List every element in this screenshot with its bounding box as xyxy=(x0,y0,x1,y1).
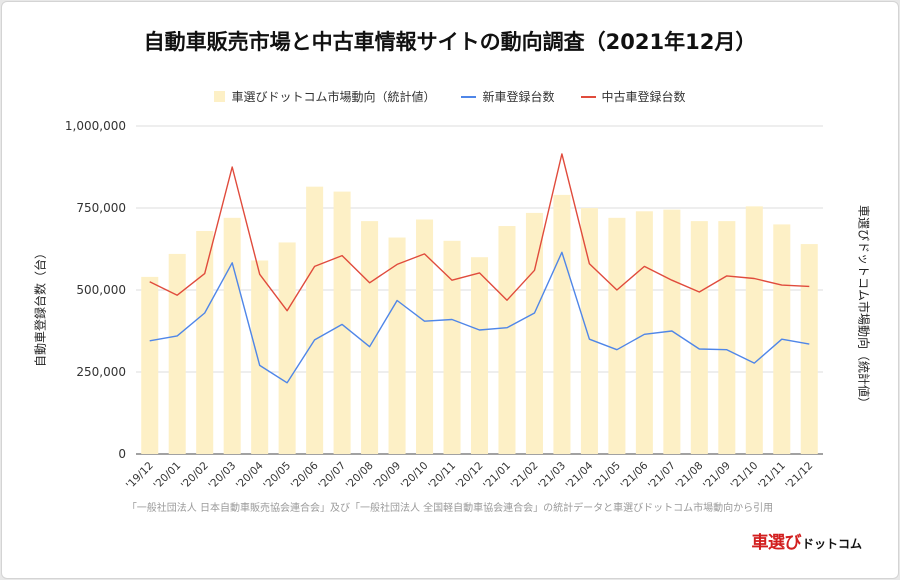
x-tick-label: '20/07 xyxy=(316,460,348,492)
legend-swatch-used-car xyxy=(580,95,596,98)
bar-market xyxy=(388,237,406,454)
chart-title: 自動車販売市場と中古車情報サイトの動向調査（2021年12月） xyxy=(143,30,757,54)
x-tick-label: '20/03 xyxy=(206,460,238,492)
bar-market xyxy=(663,209,681,454)
x-tick-label: '21/02 xyxy=(509,460,541,492)
source-footnote: 「一般社団法人 日本自動車販売協会連合会」及び「一般社団法人 全国軽自動車協会連… xyxy=(126,503,774,514)
y-tick-label: 1,000,000 xyxy=(65,119,126,133)
bar-market xyxy=(608,217,626,454)
bar-market xyxy=(223,217,241,454)
x-tick-label: '20/11 xyxy=(426,460,458,492)
x-tick-label: '21/11 xyxy=(756,460,788,492)
legend-label-new-car: 新車登録台数 xyxy=(482,90,555,104)
bar-market xyxy=(416,219,434,454)
x-tick-label: '20/06 xyxy=(289,459,321,491)
bar-market xyxy=(306,186,324,454)
brand-logo: 車選び ドットコム xyxy=(751,528,862,553)
x-tick-label: '21/10 xyxy=(728,460,760,492)
x-tick-label: '20/08 xyxy=(344,460,376,492)
bar-market xyxy=(580,208,598,454)
x-tick-label: '21/09 xyxy=(701,460,733,492)
y-axis-label: 自動車登録台数（台） xyxy=(33,246,48,368)
x-tick-label: '21/03 xyxy=(536,460,568,492)
bar-market xyxy=(443,240,461,454)
bar-market xyxy=(196,230,214,454)
x-tick-label: '20/05 xyxy=(261,460,293,492)
legend-label-used-car: 中古車登録台数 xyxy=(601,90,686,104)
bar-market xyxy=(278,242,296,454)
logo-sub-text: ドットコム xyxy=(801,537,862,551)
x-tick-label: '21/04 xyxy=(564,459,596,491)
x-tick-label: '20/01 xyxy=(151,460,183,492)
bar-market xyxy=(745,206,763,454)
line-series-used-car xyxy=(149,153,810,312)
legend-swatch-market xyxy=(214,91,226,102)
bar-market xyxy=(690,221,708,454)
line-series-new-car xyxy=(149,251,810,384)
x-tick-label: '21/06 xyxy=(619,459,651,491)
x-tick-label: '20/12 xyxy=(454,460,486,492)
bar-market xyxy=(251,260,269,454)
y-tick-label: 750,000 xyxy=(76,201,126,215)
x-tick-label: '20/09 xyxy=(371,460,403,492)
x-tick-label: '21/01 xyxy=(481,460,513,492)
bar-market xyxy=(333,191,351,454)
bar-market xyxy=(498,226,516,454)
bar-market xyxy=(635,211,653,454)
bar-market xyxy=(141,276,159,454)
y-tick-label: 0 xyxy=(118,447,126,461)
bar-market xyxy=(553,194,571,454)
bar-market xyxy=(168,253,186,454)
x-tick-label: '21/07 xyxy=(646,460,678,492)
x-tick-label: '20/02 xyxy=(179,460,211,492)
legend-swatch-new-car xyxy=(461,95,477,98)
chart-legend: 車選びドットコム市場動向（統計値） 新車登録台数 中古車登録台数 xyxy=(2,88,898,105)
legend-item-market: 車選びドットコム市場動向（統計値） xyxy=(214,88,435,105)
logo-main-text: 車選び xyxy=(751,533,801,553)
x-tick-label: '21/12 xyxy=(783,460,815,492)
x-tick-label: '20/10 xyxy=(399,460,431,492)
legend-item-used-car: 中古車登録台数 xyxy=(580,88,686,105)
x-tick-label: '20/04 xyxy=(234,459,266,491)
x-tick-label: '21/08 xyxy=(674,460,706,492)
bar-market xyxy=(470,257,489,454)
y-tick-label: 250,000 xyxy=(76,365,126,379)
y-tick-label: 500,000 xyxy=(76,283,126,297)
x-tick-label: '21/05 xyxy=(591,460,623,492)
y2-axis-label: 車選びドットコム市場動向（統計値） xyxy=(856,204,871,410)
legend-item-new-car: 新車登録台数 xyxy=(461,88,555,105)
bar-market xyxy=(525,212,543,454)
legend-label-market: 車選びドットコム市場動向（統計値） xyxy=(231,90,436,104)
bar-market xyxy=(800,244,818,454)
bar-market xyxy=(718,221,736,454)
x-tick-label: '19/12 xyxy=(124,460,156,492)
